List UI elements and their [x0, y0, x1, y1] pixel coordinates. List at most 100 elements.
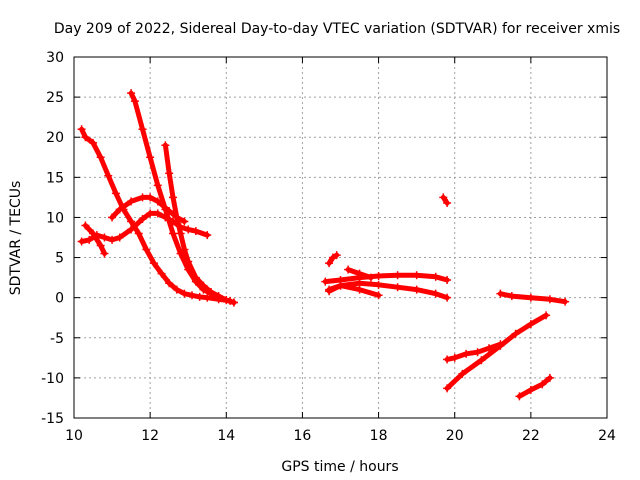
data-point	[374, 272, 383, 281]
data-point	[355, 285, 364, 294]
data-point	[511, 329, 520, 338]
data-point	[374, 280, 383, 289]
plot-frame	[73, 56, 608, 419]
x-tick-label: 24	[598, 428, 616, 444]
x-tick-label: 14	[217, 428, 235, 444]
data-point	[146, 193, 155, 202]
data-point	[149, 259, 158, 268]
data-point	[157, 269, 166, 278]
data-point	[130, 97, 139, 106]
y-tick-label: -15	[41, 411, 64, 427]
series-arc-9	[325, 279, 452, 302]
data-point	[100, 249, 109, 258]
series-arc-11	[344, 265, 375, 282]
x-tick-label: 22	[522, 428, 540, 444]
series-arc-4	[77, 209, 212, 246]
series-arc-5	[81, 221, 109, 258]
data-point	[542, 311, 551, 320]
data-point	[138, 193, 147, 202]
data-point	[393, 283, 402, 292]
x-tick-label: 10	[65, 428, 83, 444]
data-point	[188, 291, 197, 300]
data-point	[142, 245, 151, 254]
data-point	[191, 273, 200, 282]
data-point	[172, 285, 181, 294]
data-series	[77, 89, 570, 401]
data-point	[85, 235, 94, 244]
series-arc-15	[515, 373, 554, 401]
data-point	[199, 281, 208, 290]
data-point	[412, 271, 421, 280]
data-point	[484, 344, 493, 353]
y-tick-labels: -15 -10 -5 0 5 10 15 20 25 30	[41, 50, 64, 427]
y-tick-label: -10	[41, 371, 64, 387]
data-point	[214, 292, 223, 301]
series-arc-12	[439, 193, 452, 208]
data-point	[108, 235, 117, 244]
data-point	[115, 233, 124, 242]
data-point	[332, 251, 341, 260]
data-point	[100, 233, 109, 242]
data-point	[336, 281, 345, 290]
data-point	[526, 385, 535, 394]
data-point	[496, 340, 505, 349]
data-point	[165, 279, 174, 288]
data-point	[127, 217, 136, 226]
data-point	[89, 138, 98, 147]
data-point	[168, 193, 177, 202]
data-point	[138, 125, 147, 134]
data-point	[515, 392, 524, 401]
grid-lines	[74, 57, 607, 418]
data-point	[321, 277, 330, 286]
series-band-arc-15	[516, 375, 553, 399]
series-arc-6	[108, 193, 189, 226]
series-arc-3	[161, 141, 238, 307]
y-tick-label: 25	[46, 90, 64, 106]
data-point	[443, 384, 452, 393]
data-point	[161, 141, 170, 150]
data-point	[443, 199, 452, 208]
data-point	[127, 197, 136, 206]
series-band-arc-4	[79, 210, 210, 244]
data-point	[81, 221, 90, 230]
data-point	[77, 237, 86, 246]
x-tick-label: 16	[294, 428, 312, 444]
data-point	[203, 293, 212, 302]
data-point	[180, 245, 189, 254]
data-point	[172, 213, 181, 222]
series-band-arc-10	[326, 283, 382, 298]
series-band-arc-5	[82, 223, 107, 256]
data-point	[115, 205, 124, 214]
x-tick-labels: 10 12 14 16 18 20 22 24	[65, 428, 616, 444]
data-point	[165, 169, 174, 178]
data-point	[431, 272, 440, 281]
data-point	[443, 293, 452, 302]
data-point	[374, 291, 383, 300]
data-point	[153, 197, 162, 206]
data-point	[526, 293, 535, 302]
series-arc-16	[496, 289, 570, 306]
data-point	[191, 227, 200, 236]
data-point	[96, 241, 105, 250]
data-point	[77, 125, 86, 134]
series-arc-14	[443, 340, 505, 364]
data-point	[439, 193, 448, 202]
data-point	[393, 271, 402, 280]
data-point	[146, 153, 155, 162]
data-point	[561, 297, 570, 306]
data-point	[104, 171, 113, 180]
data-point	[366, 273, 375, 282]
data-point	[184, 225, 193, 234]
data-point	[496, 289, 505, 298]
data-point	[180, 217, 189, 226]
data-point	[229, 298, 238, 307]
x-tick-label: 20	[446, 428, 464, 444]
data-point	[138, 215, 147, 224]
data-point	[184, 257, 193, 266]
data-point	[127, 89, 136, 98]
data-point	[412, 285, 421, 294]
data-point	[477, 356, 486, 365]
data-point	[545, 295, 554, 304]
data-point	[344, 265, 353, 274]
